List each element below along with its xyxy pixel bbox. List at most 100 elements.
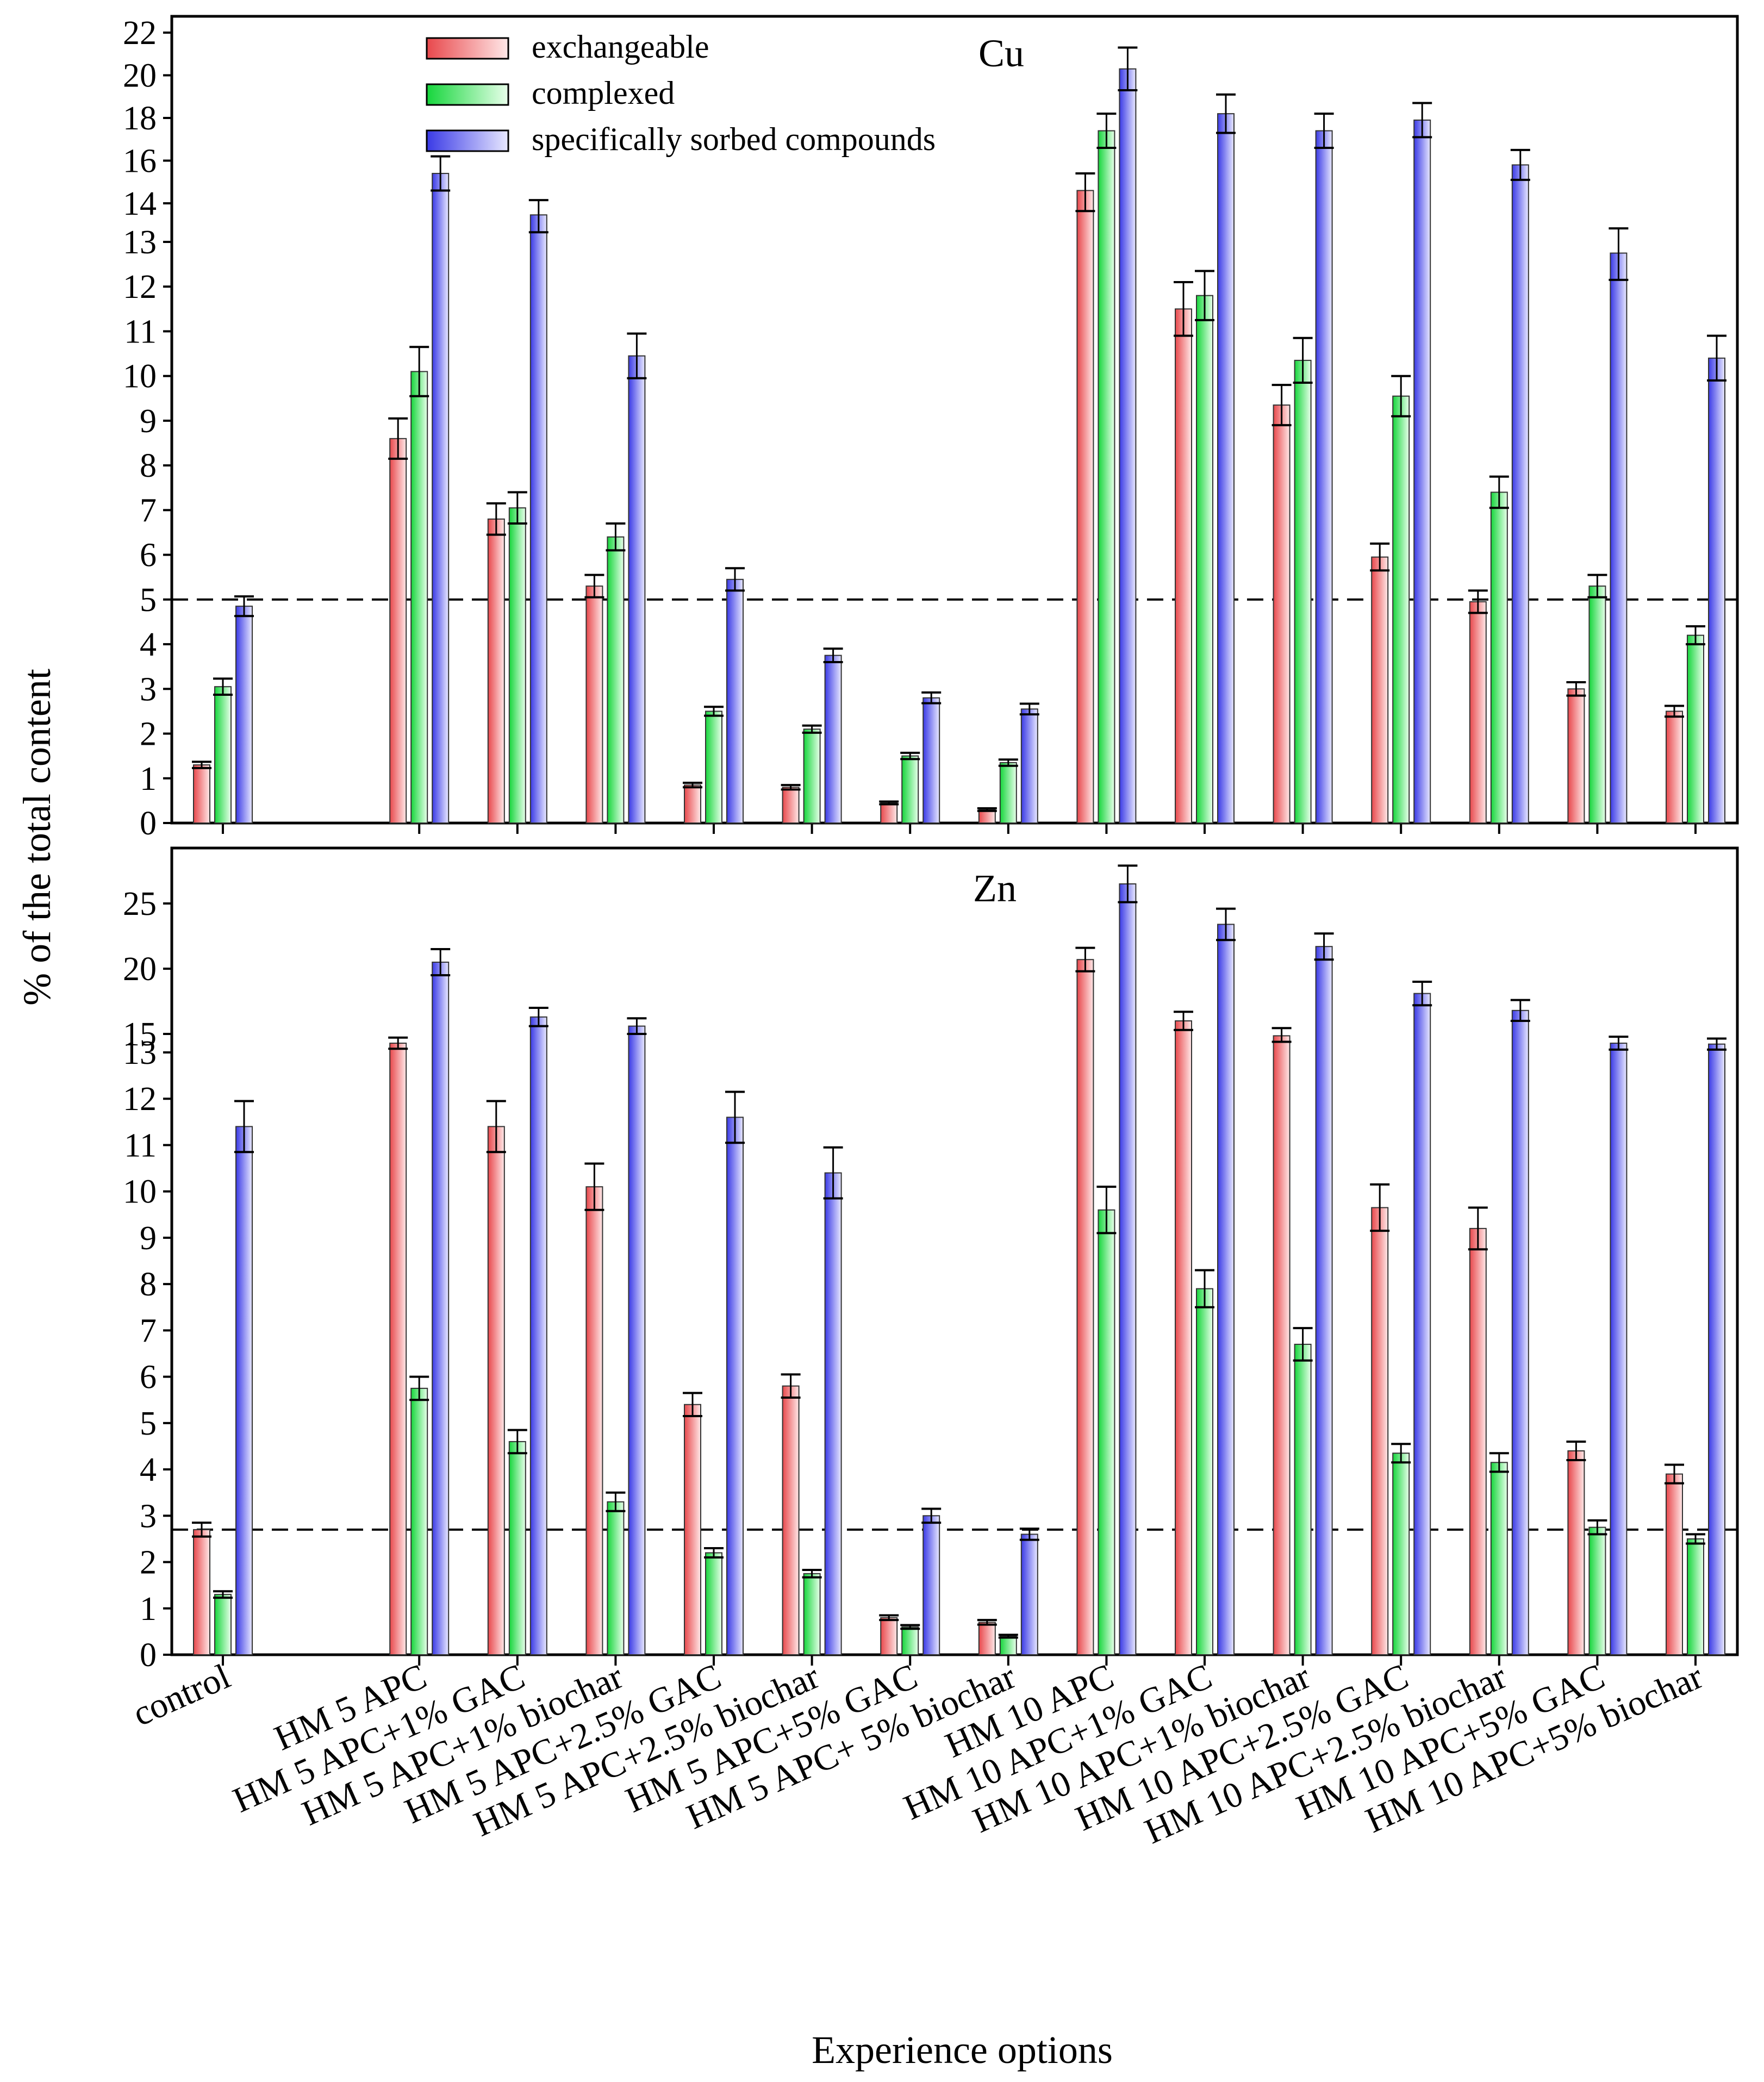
y-tick-label-cu-22: 22 xyxy=(123,15,157,52)
panel-title-zn: Zn xyxy=(973,867,1017,910)
bar-zn-sorbed-3 xyxy=(529,1016,547,1655)
error-bar-zn-complexed-2 xyxy=(409,1375,429,1401)
bar-cu-complexed-8 xyxy=(999,762,1017,824)
bar-cu-exchangeable-4 xyxy=(585,585,603,824)
error-bar-cu-exchangeable-0 xyxy=(192,761,211,769)
bar-zn-complexed-4 xyxy=(607,1501,625,1656)
bar-zn-complexed-3 xyxy=(508,1441,526,1655)
error-bar-zn-complexed-4 xyxy=(606,1491,626,1512)
bar-zn-exchangeable-5 xyxy=(684,1404,701,1656)
bar-cu-sorbed-2 xyxy=(432,173,450,824)
error-bar-zn-exchangeable-2 xyxy=(388,1036,408,1050)
error-bar-zn-exchangeable-13 xyxy=(1468,1206,1488,1251)
error-bar-zn-exchangeable-4 xyxy=(584,1162,604,1211)
bar-cu-complexed-14 xyxy=(1588,585,1606,824)
bar-cu-sorbed-3 xyxy=(529,214,547,824)
error-bar-zn-exchangeable-3 xyxy=(486,1100,506,1154)
bars-cu xyxy=(192,46,1726,824)
y-tick-label-zn-3: 3 xyxy=(140,1498,157,1535)
bar-zn-sorbed-7 xyxy=(922,1515,940,1655)
error-bar-cu-exchangeable-7 xyxy=(879,800,899,806)
error-bar-cu-exchangeable-14 xyxy=(1566,681,1586,697)
error-bar-cu-sorbed-9 xyxy=(1118,46,1138,91)
bar-zn-sorbed-0 xyxy=(235,1126,253,1655)
bar-cu-sorbed-5 xyxy=(726,578,744,824)
error-bar-zn-exchangeable-7 xyxy=(879,1614,899,1622)
y-tick-label-zn-1: 1 xyxy=(140,1591,157,1628)
y-tick-label-zn-8: 8 xyxy=(140,1266,157,1303)
bar-cu-complexed-5 xyxy=(705,710,722,824)
y-tick-label-cu-16: 16 xyxy=(123,143,157,180)
error-bar-cu-exchangeable-12 xyxy=(1370,543,1390,572)
bar-zn-complexed-13 xyxy=(1490,1462,1508,1655)
bar-cu-sorbed-13 xyxy=(1511,164,1529,824)
bar-zn-complexed-7 xyxy=(901,1626,919,1656)
error-bar-cu-complexed-3 xyxy=(507,491,527,525)
y-axis-title: % of the total content xyxy=(15,669,59,1006)
error-bar-zn-complexed-7 xyxy=(900,1624,920,1630)
y-tick-label-cu-18: 18 xyxy=(123,100,157,137)
bar-cu-complexed-10 xyxy=(1196,295,1213,824)
error-bar-cu-sorbed-11 xyxy=(1314,113,1334,149)
bar-cu-complexed-0 xyxy=(214,686,232,824)
error-bar-cu-sorbed-8 xyxy=(1019,702,1039,716)
error-bar-zn-sorbed-6 xyxy=(823,1146,843,1200)
error-bar-zn-exchangeable-15 xyxy=(1665,1463,1684,1485)
bar-zn-sorbed-4 xyxy=(628,1025,646,1655)
bar-zn-exchangeable-9 xyxy=(1076,959,1094,1655)
bar-cu-exchangeable-0 xyxy=(193,764,210,824)
error-bar-zn-sorbed-14 xyxy=(1609,1036,1629,1051)
bar-zn-complexed-15 xyxy=(1687,1538,1704,1656)
error-bar-zn-complexed-14 xyxy=(1587,1519,1607,1536)
bar-zn-exchangeable-3 xyxy=(487,1126,505,1655)
bar-cu-exchangeable-13 xyxy=(1469,601,1487,824)
y-tick-label-cu-12: 12 xyxy=(123,269,157,306)
error-bar-cu-sorbed-0 xyxy=(234,595,254,618)
legend-swatch-complexed xyxy=(426,83,509,106)
legend-swatch-exchangeable xyxy=(426,37,509,60)
bar-cu-exchangeable-14 xyxy=(1567,688,1585,824)
error-bar-cu-exchangeable-4 xyxy=(584,574,604,599)
bar-zn-exchangeable-4 xyxy=(585,1186,603,1655)
bar-cu-exchangeable-2 xyxy=(389,438,407,824)
bar-zn-sorbed-15 xyxy=(1708,1043,1725,1655)
bar-cu-exchangeable-7 xyxy=(880,802,898,824)
error-bar-zn-exchangeable-14 xyxy=(1566,1440,1586,1462)
error-bar-cu-exchangeable-2 xyxy=(388,417,408,460)
bar-cu-exchangeable-5 xyxy=(684,784,701,824)
error-bar-zn-exchangeable-12 xyxy=(1370,1183,1390,1232)
bar-cu-sorbed-0 xyxy=(235,606,253,824)
error-bar-zn-complexed-15 xyxy=(1686,1533,1705,1545)
plot-frame-zn xyxy=(170,846,1739,1656)
bar-zn-complexed-6 xyxy=(803,1573,821,1656)
y-tick-label-zn-15: 15 xyxy=(123,1016,157,1053)
bar-zn-complexed-10 xyxy=(1196,1288,1213,1656)
bars-zn xyxy=(192,864,1726,1656)
error-bar-cu-exchangeable-3 xyxy=(486,502,506,536)
bar-zn-sorbed-8 xyxy=(1020,1534,1038,1655)
error-bar-zn-sorbed-13 xyxy=(1510,999,1530,1022)
error-bar-cu-exchangeable-8 xyxy=(977,807,997,812)
error-bar-cu-sorbed-15 xyxy=(1707,334,1726,382)
y-tick-label-zn-10: 10 xyxy=(123,1174,157,1211)
error-bar-zn-sorbed-0 xyxy=(234,1100,254,1154)
y-tick-label-zn-13: 13 xyxy=(123,1034,157,1071)
bar-cu-sorbed-8 xyxy=(1020,708,1038,824)
bar-cu-exchangeable-15 xyxy=(1666,710,1683,824)
error-bar-zn-exchangeable-6 xyxy=(781,1373,801,1399)
bar-cu-complexed-11 xyxy=(1294,359,1312,824)
bar-cu-sorbed-9 xyxy=(1119,68,1137,824)
bar-zn-sorbed-9 xyxy=(1119,883,1137,1655)
y-tick-label-cu-14: 14 xyxy=(123,185,157,222)
error-bar-cu-complexed-6 xyxy=(802,724,822,734)
bar-zn-exchangeable-7 xyxy=(880,1617,898,1656)
bar-cu-exchangeable-3 xyxy=(487,518,505,824)
error-bar-cu-complexed-13 xyxy=(1489,475,1509,509)
bar-cu-complexed-3 xyxy=(508,507,526,824)
error-bar-zn-exchangeable-5 xyxy=(683,1392,702,1418)
bar-cu-complexed-7 xyxy=(901,755,919,824)
bar-cu-exchangeable-9 xyxy=(1076,190,1094,824)
